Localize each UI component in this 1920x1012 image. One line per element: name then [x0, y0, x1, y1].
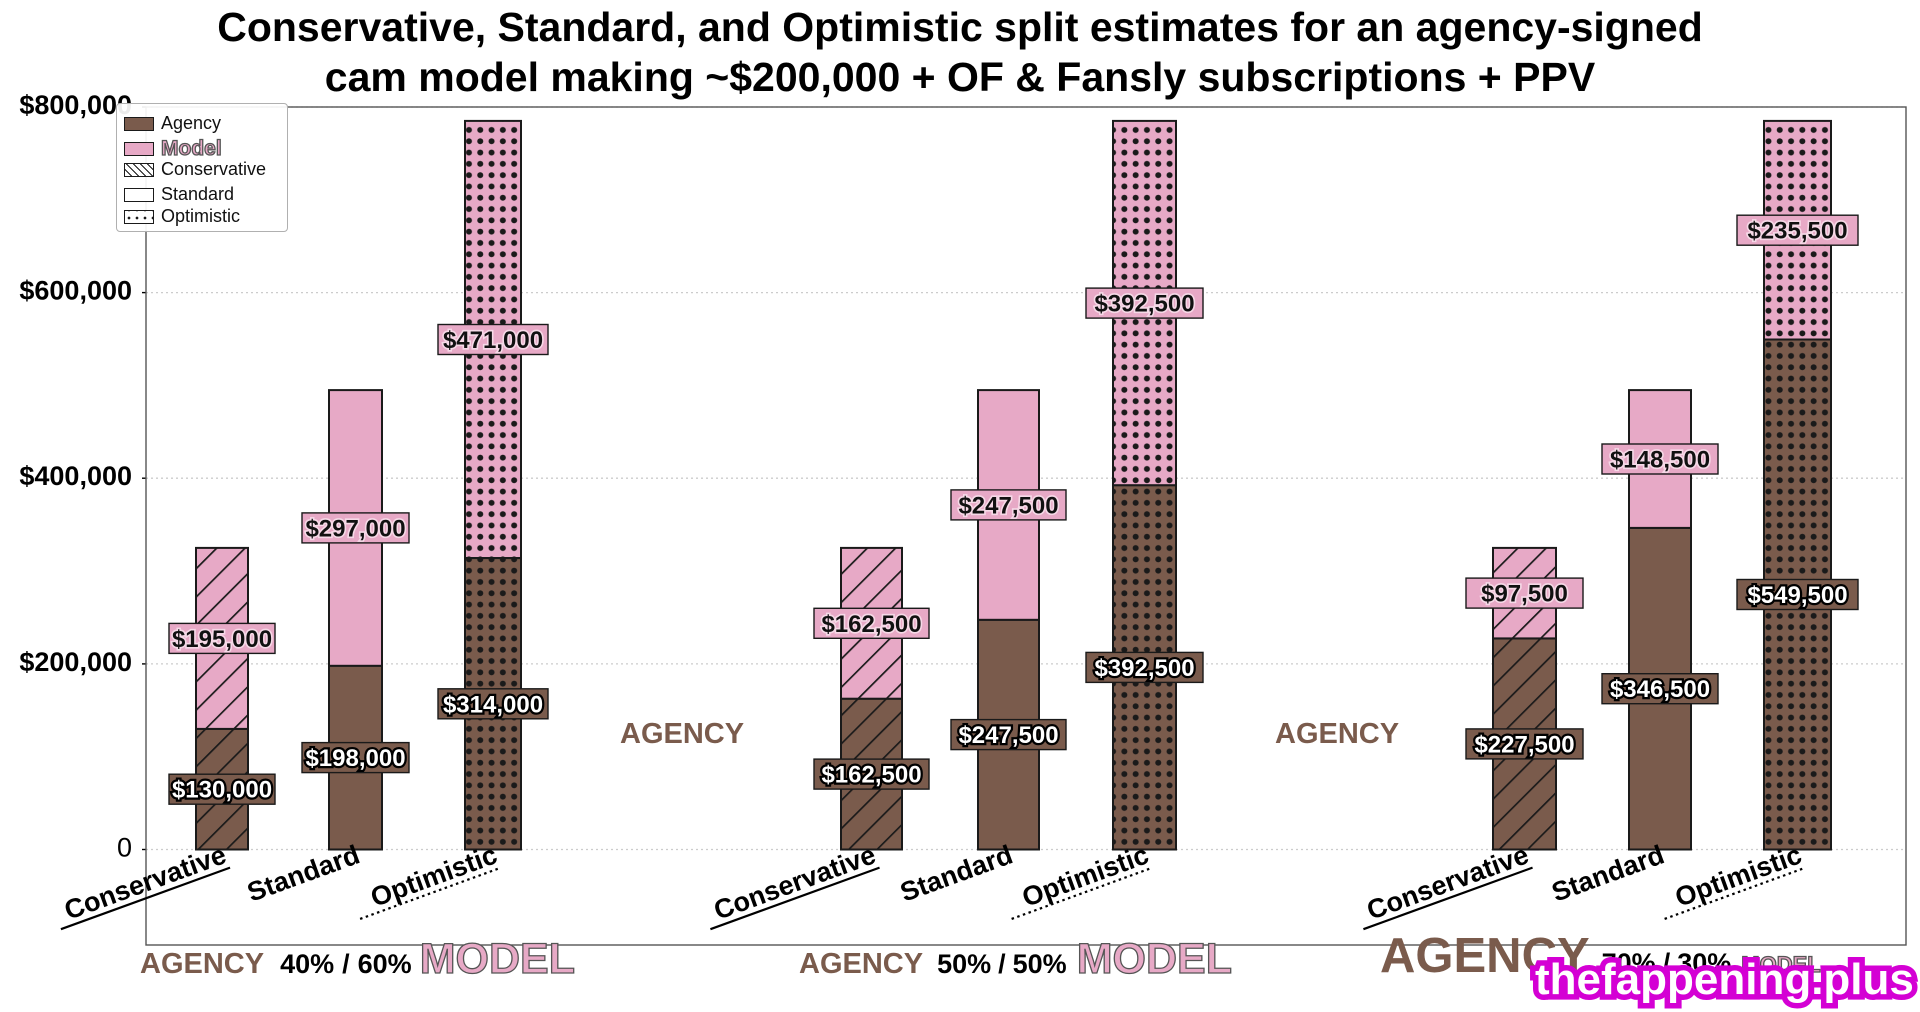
- svg-text:Conservative: Conservative: [710, 839, 880, 925]
- svg-text:$198,000: $198,000: [305, 745, 405, 772]
- svg-text:$195,000: $195,000: [172, 626, 272, 653]
- svg-text:$600,000: $600,000: [19, 276, 132, 306]
- svg-text:$235,500: $235,500: [1747, 218, 1847, 245]
- svg-text:Conservative: Conservative: [60, 839, 230, 925]
- svg-text:0: 0: [117, 833, 132, 863]
- svg-text:$247,500: $247,500: [958, 722, 1058, 749]
- svg-text:$400,000: $400,000: [19, 461, 132, 491]
- svg-text:$392,500: $392,500: [1094, 291, 1194, 318]
- svg-text:$247,500: $247,500: [958, 492, 1058, 519]
- svg-text:$130,000: $130,000: [172, 777, 272, 804]
- svg-text:$97,500: $97,500: [1481, 581, 1568, 608]
- svg-text:$549,500: $549,500: [1747, 582, 1847, 609]
- svg-text:$227,500: $227,500: [1474, 731, 1574, 758]
- svg-text:$162,500: $162,500: [821, 762, 921, 789]
- svg-text:Conservative: Conservative: [1363, 839, 1533, 925]
- svg-text:$314,000: $314,000: [443, 691, 543, 718]
- svg-text:$471,000: $471,000: [443, 327, 543, 354]
- svg-text:$200,000: $200,000: [19, 647, 132, 677]
- svg-text:$392,500: $392,500: [1094, 655, 1194, 682]
- svg-text:$148,500: $148,500: [1610, 447, 1710, 474]
- svg-text:$162,500: $162,500: [821, 611, 921, 638]
- svg-text:$346,500: $346,500: [1610, 676, 1710, 703]
- svg-text:$297,000: $297,000: [305, 515, 405, 542]
